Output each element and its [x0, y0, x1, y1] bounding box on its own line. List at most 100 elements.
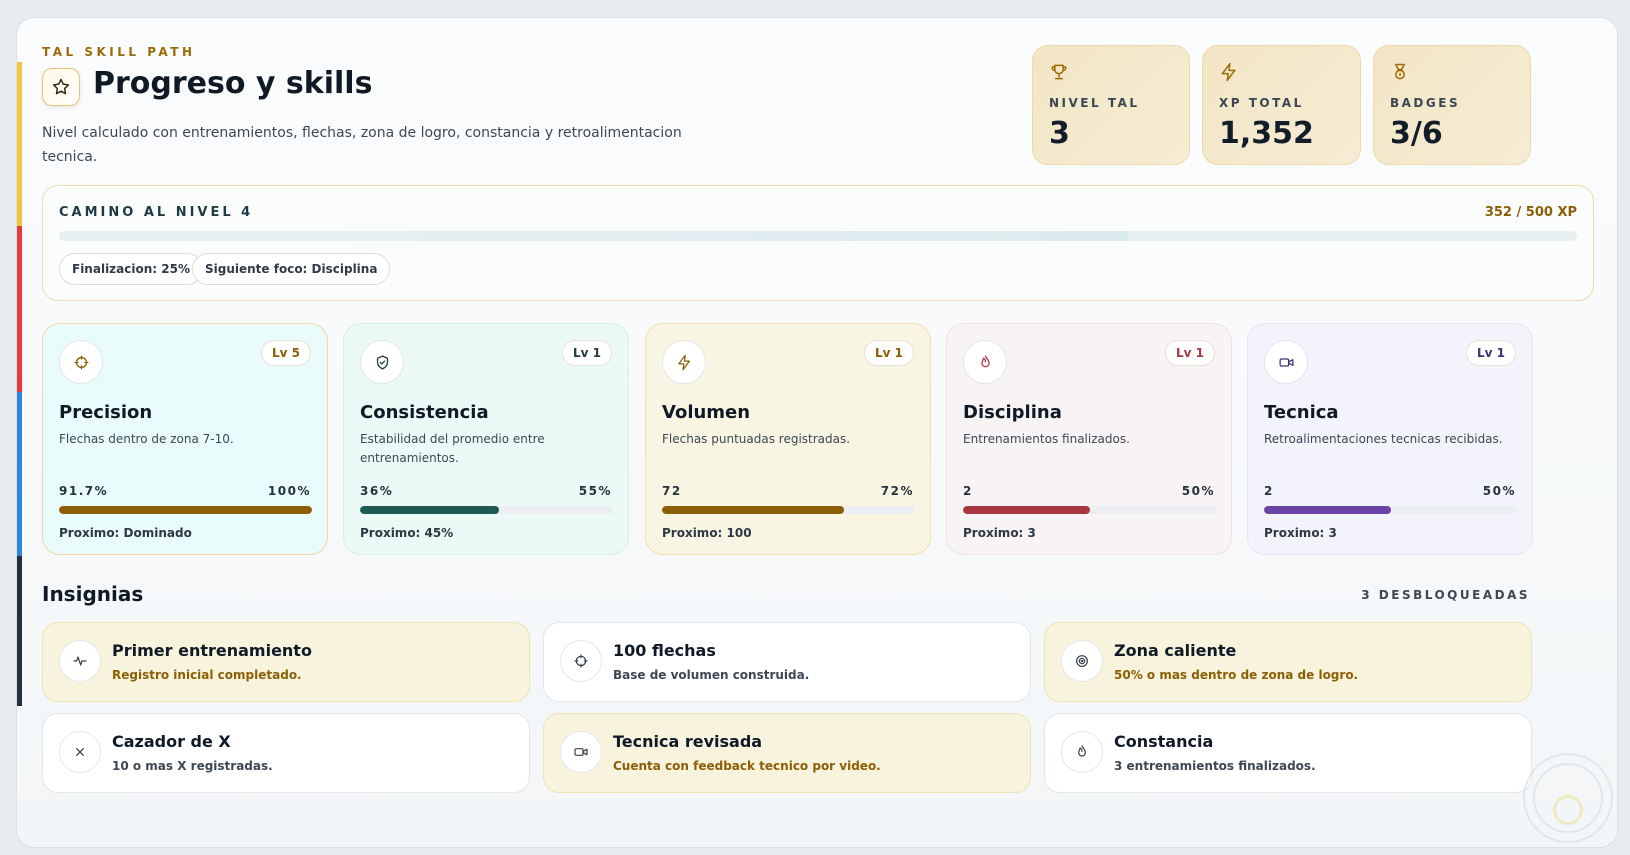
- medal-icon: [1390, 62, 1410, 86]
- skill-next: Proximo: Dominado: [59, 526, 192, 540]
- skill-next: Proximo: 100: [662, 526, 752, 540]
- skill-progress-bar: [360, 506, 613, 514]
- badge-name: Zona caliente: [1114, 641, 1237, 660]
- skill-value: 2: [963, 484, 973, 498]
- chip-next-focus: Siguiente foco: Disciplina: [192, 253, 391, 285]
- decorative-ring: [1533, 763, 1603, 833]
- skill-card-volumen: Lv 1 Volumen Flechas puntuadas registradas…: [645, 323, 931, 555]
- badge-name: Primer entrenamiento: [112, 641, 312, 660]
- skill-next: Proximo: 3: [963, 526, 1036, 540]
- stat-label: NIVEL TAL: [1049, 96, 1140, 110]
- badge-card: 100 flechas Base de volumen construida.: [543, 622, 1031, 702]
- accent-stripe-blue: [17, 392, 22, 556]
- decorative-ring: [1553, 795, 1583, 825]
- skill-progress-fill: [1264, 506, 1391, 514]
- bolt-icon: [662, 340, 706, 384]
- target-icon: [1061, 640, 1103, 682]
- level-progress-fill: [59, 231, 1128, 241]
- badge-card: Cazador de X 10 o mas X registradas.: [42, 713, 530, 793]
- skill-description: Estabilidad del promedio entre entrenami…: [360, 432, 545, 465]
- video-icon: [560, 731, 602, 773]
- badge-description: 3 entrenamientos finalizados.: [1114, 759, 1316, 773]
- skill-name: Volumen: [662, 402, 751, 423]
- accent-stripe-red: [17, 226, 22, 392]
- skill-percent: 50%: [1181, 484, 1215, 498]
- skill-card-consistencia: Lv 1 Consistencia Estabilidad del promedio…: [343, 323, 629, 555]
- skill-progress-bar: [662, 506, 915, 514]
- skill-value: 72: [662, 484, 682, 498]
- insignias-count: 3 DESBLOQUEADAS: [1361, 588, 1530, 602]
- progress-panel: TAL SKILL PATH Progreso y skills Nivel c…: [16, 17, 1618, 848]
- x-icon: [59, 731, 101, 773]
- skill-progress-bar: [963, 506, 1216, 514]
- skill-next: Proximo: 45%: [360, 526, 454, 540]
- skill-progress-fill: [59, 506, 312, 514]
- stat-card-badges: BADGES 3/6: [1373, 45, 1531, 165]
- decorative-ring: [1523, 753, 1613, 843]
- badge-description: Cuenta con feedback tecnico por video.: [613, 759, 881, 773]
- skill-value: 36%: [360, 484, 394, 498]
- flame-icon: [963, 340, 1007, 384]
- skill-description: Retroalimentaciones tecnicas recibidas.: [1264, 432, 1503, 446]
- skill-card-tecnica: Lv 1 Tecnica Retroalimentaciones tecnicas …: [1247, 323, 1533, 555]
- badge-name: Constancia: [1114, 732, 1214, 751]
- level-path-label: CAMINO AL NIVEL 4: [59, 205, 254, 220]
- skill-value: 91.7%: [59, 484, 109, 498]
- page-subtitle: Nivel calculado con entrenamientos, flec…: [42, 125, 682, 165]
- skill-next: Proximo: 3: [1264, 526, 1337, 540]
- bolt-icon: [1219, 62, 1239, 86]
- badge-name: Cazador de X: [112, 732, 231, 751]
- skill-percent: 50%: [1482, 484, 1516, 498]
- skill-progress-fill: [360, 506, 500, 514]
- skill-level-badge: Lv 1: [864, 340, 914, 366]
- skill-value: 2: [1264, 484, 1274, 498]
- skill-name: Precision: [59, 402, 153, 423]
- trophy-icon: [1049, 62, 1069, 86]
- skill-progress-fill: [963, 506, 1090, 514]
- skill-name: Consistencia: [360, 402, 489, 423]
- stat-card-xp: XP TOTAL 1,352: [1202, 45, 1361, 165]
- badge-description: 50% o mas dentro de zona de logro.: [1114, 668, 1359, 682]
- level-path-xp: 352 / 500 XP: [1484, 205, 1577, 220]
- skill-name: Disciplina: [963, 402, 1062, 423]
- activity-icon: [59, 640, 101, 682]
- badge-name: 100 flechas: [613, 641, 716, 660]
- stat-label: BADGES: [1390, 96, 1461, 110]
- skill-card-precision: Lv 5 Precision Flechas dentro de zona 7-10…: [42, 323, 328, 555]
- skill-description: Flechas puntuadas registradas.: [662, 432, 851, 446]
- stat-card-level: NIVEL TAL 3: [1032, 45, 1190, 165]
- skill-card-disciplina: Lv 1 Disciplina Entrenamientos finalizados…: [946, 323, 1232, 555]
- stat-value: 3/6: [1390, 116, 1443, 151]
- badge-description: 10 o mas X registradas.: [112, 759, 273, 773]
- skill-level-badge: Lv 1: [1165, 340, 1215, 366]
- skill-progress-bar: [1264, 506, 1517, 514]
- crosshair-icon: [59, 340, 103, 384]
- video-icon: [1264, 340, 1308, 384]
- accent-stripe-yellow: [17, 62, 22, 226]
- badge-card: Tecnica revisada Cuenta con feedback tecn…: [543, 713, 1031, 793]
- skill-percent: 72%: [880, 484, 914, 498]
- stat-value: 3: [1049, 116, 1070, 151]
- page-title: Progreso y skills: [93, 66, 373, 101]
- page-kicker: TAL SKILL PATH: [42, 45, 196, 59]
- skill-description: Flechas dentro de zona 7-10.: [59, 432, 234, 446]
- badge-card: Zona caliente 50% o mas dentro de zona de…: [1044, 622, 1532, 702]
- skill-level-badge: Lv 1: [562, 340, 612, 366]
- badge-name: Tecnica revisada: [613, 732, 763, 751]
- badge-card: Constancia 3 entrenamientos finalizados.: [1044, 713, 1532, 793]
- skill-description: Entrenamientos finalizados.: [963, 432, 1130, 446]
- stat-label: XP TOTAL: [1219, 96, 1304, 110]
- level-progress-bar: [59, 231, 1577, 241]
- insignias-title: Insignias: [42, 582, 144, 606]
- skill-progress-fill: [662, 506, 845, 514]
- skill-progress-bar: [59, 506, 312, 514]
- skill-level-badge: Lv 5: [261, 340, 311, 366]
- stat-value: 1,352: [1219, 116, 1314, 151]
- star-icon: [42, 68, 80, 106]
- skill-percent: 55%: [578, 484, 612, 498]
- badge-description: Base de volumen construida.: [613, 668, 810, 682]
- crosshair-icon: [560, 640, 602, 682]
- skill-name: Tecnica: [1264, 402, 1339, 423]
- chip-completion: Finalizacion: 25%: [59, 253, 203, 285]
- shield-icon: [360, 340, 404, 384]
